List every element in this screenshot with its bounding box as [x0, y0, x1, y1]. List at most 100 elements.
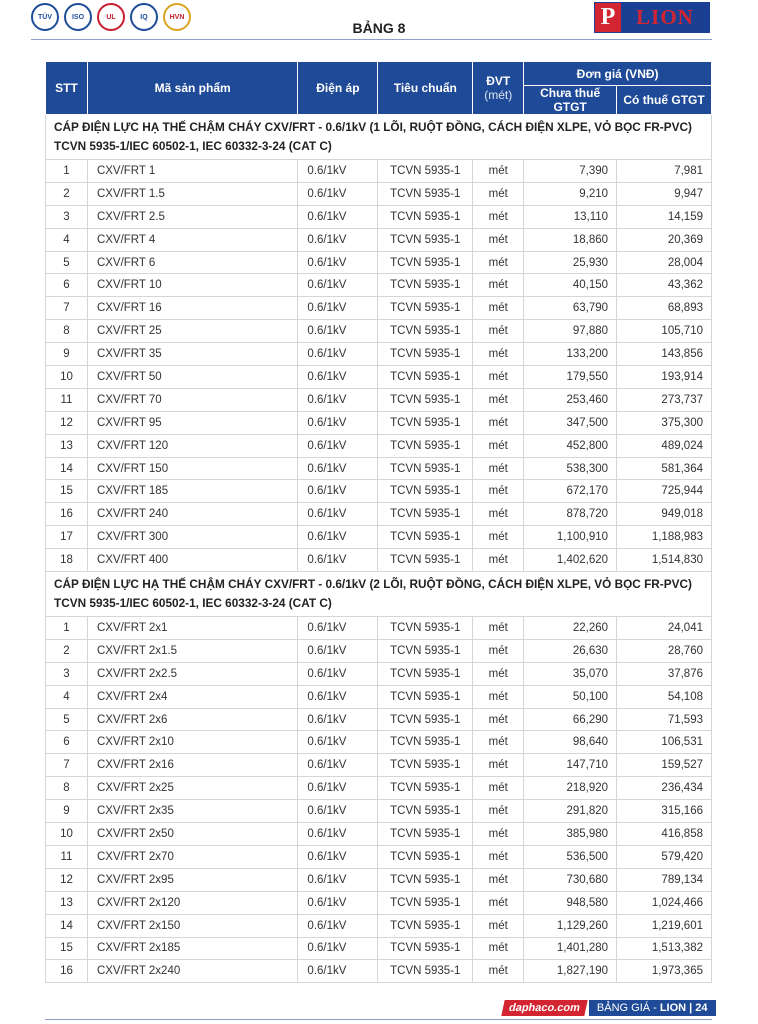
cell-with-tax: 725,944: [616, 479, 712, 504]
cell-voltage: 0.6/1kV: [297, 959, 379, 984]
table-row: 11 CXV/FRT 70 0.6/1kV TCVN 5935-1 mét 253,460…: [45, 387, 712, 412]
cell-voltage: 0.6/1kV: [297, 661, 379, 686]
table-row: 1 CXV/FRT 2x1 0.6/1kV TCVN 5935-1 mét 22,260 2…: [45, 616, 712, 640]
col-price: Đơn giá (VNĐ): [523, 61, 712, 86]
cell-standard: TCVN 5935-1: [377, 959, 474, 984]
table-row: 9 CXV/FRT 35 0.6/1kV TCVN 5935-1 mét 133,200 1…: [45, 342, 712, 367]
cell-product: CXV/FRT 2x2.5: [86, 661, 299, 686]
cell-voltage: 0.6/1kV: [297, 273, 379, 298]
cell-unit: mét: [472, 638, 525, 663]
cell-pre-tax: 948,580: [523, 890, 618, 915]
cell-voltage: 0.6/1kV: [297, 365, 379, 389]
cell-with-tax: 1,024,466: [616, 890, 712, 915]
cell-product: CXV/FRT 2x240: [86, 959, 299, 984]
page-title: BẢNG 8: [352, 20, 406, 36]
cell-stt: 9: [45, 799, 88, 824]
cell-standard: TCVN 5935-1: [377, 319, 474, 344]
cell-stt: 6: [45, 730, 88, 755]
cell-product: CXV/FRT 2x70: [86, 844, 299, 869]
cell-product: CXV/FRT 35: [86, 342, 299, 367]
iso-logo: ISO: [64, 3, 92, 31]
cell-unit: mét: [472, 936, 525, 961]
cell-unit: mét: [472, 456, 525, 481]
cell-stt: 6: [45, 273, 88, 298]
table-row: 14 CXV/FRT 2x150 0.6/1kV TCVN 5935-1 mét 1,12…: [45, 913, 712, 938]
cell-stt: 14: [45, 456, 88, 481]
cell-product: CXV/FRT 240: [86, 502, 299, 527]
cell-stt: 12: [45, 410, 88, 435]
cell-standard: TCVN 5935-1: [377, 638, 474, 663]
cell-stt: 3: [45, 661, 88, 686]
cell-unit: mét: [472, 799, 525, 824]
table-row: 9 CXV/FRT 2x35 0.6/1kV TCVN 5935-1 mét 291,82…: [45, 799, 712, 824]
cell-unit: mét: [472, 273, 525, 298]
cell-standard: TCVN 5935-1: [377, 844, 474, 869]
cell-pre-tax: 18,860: [523, 227, 618, 252]
cell-pre-tax: 730,680: [523, 867, 618, 892]
cell-voltage: 0.6/1kV: [297, 844, 379, 869]
cell-voltage: 0.6/1kV: [297, 548, 379, 573]
cell-voltage: 0.6/1kV: [297, 707, 379, 732]
cell-standard: TCVN 5935-1: [377, 730, 474, 755]
cell-standard: TCVN 5935-1: [377, 707, 474, 732]
cell-standard: TCVN 5935-1: [377, 936, 474, 961]
cell-stt: 14: [45, 913, 88, 938]
cell-with-tax: 949,018: [616, 502, 712, 527]
cell-standard: TCVN 5935-1: [377, 799, 474, 824]
cell-stt: 10: [45, 822, 88, 846]
cell-pre-tax: 98,640: [523, 730, 618, 755]
cell-with-tax: 9,947: [616, 181, 712, 206]
cell-pre-tax: 253,460: [523, 387, 618, 412]
cell-stt: 3: [45, 204, 88, 229]
cell-with-tax: 43,362: [616, 273, 712, 298]
table-row: 11 CXV/FRT 2x70 0.6/1kV TCVN 5935-1 mét 536,5…: [45, 844, 712, 869]
cell-with-tax: 1,219,601: [616, 913, 712, 938]
cell-with-tax: 143,856: [616, 342, 712, 367]
cell-product: CXV/FRT 2x10: [86, 730, 299, 755]
cell-pre-tax: 1,827,190: [523, 959, 618, 984]
cell-with-tax: 236,434: [616, 776, 712, 801]
cell-product: CXV/FRT 2x4: [86, 684, 299, 709]
cell-stt: 16: [45, 502, 88, 527]
cell-voltage: 0.6/1kV: [297, 433, 379, 458]
footer: daphaco.com BẢNG GIÁ - LION | 24: [501, 1000, 716, 1016]
website-link[interactable]: daphaco.com: [501, 1000, 588, 1016]
cell-standard: TCVN 5935-1: [377, 661, 474, 686]
table-row: 10 CXV/FRT 2x50 0.6/1kV TCVN 5935-1 mét 385,9…: [45, 822, 712, 846]
cell-unit: mét: [472, 319, 525, 344]
cell-stt: 16: [45, 959, 88, 984]
cell-unit: mét: [472, 502, 525, 527]
table-row: 5 CXV/FRT 6 0.6/1kV TCVN 5935-1 mét 25,930 28,…: [45, 250, 712, 275]
table-row: 8 CXV/FRT 2x25 0.6/1kV TCVN 5935-1 mét 218,92…: [45, 776, 712, 801]
footer-label: BẢNG GIÁ - LION | 24: [588, 1000, 716, 1016]
section-title: CÁP ĐIỆN LỰC HẠ THẾ CHẬM CHÁY CXV/FRT - …: [45, 114, 712, 160]
cell-standard: TCVN 5935-1: [377, 296, 474, 321]
table-row: 16 CXV/FRT 240 0.6/1kV TCVN 5935-1 mét 878,72…: [45, 502, 712, 527]
cell-product: CXV/FRT 1: [86, 159, 299, 183]
cell-pre-tax: 536,500: [523, 844, 618, 869]
cell-voltage: 0.6/1kV: [297, 867, 379, 892]
cell-voltage: 0.6/1kV: [297, 296, 379, 321]
cell-standard: TCVN 5935-1: [377, 273, 474, 298]
cell-product: CXV/FRT 2x35: [86, 799, 299, 824]
cell-stt: 11: [45, 844, 88, 869]
section-title: CÁP ĐIỆN LỰC HẠ THẾ CHẬM CHÁY CXV/FRT - …: [45, 571, 712, 618]
cell-product: CXV/FRT 120: [86, 433, 299, 458]
cell-unit: mét: [472, 822, 525, 846]
cell-voltage: 0.6/1kV: [297, 410, 379, 435]
cell-product: CXV/FRT 25: [86, 319, 299, 344]
cell-product: CXV/FRT 2x120: [86, 890, 299, 915]
cell-product: CXV/FRT 2x25: [86, 776, 299, 801]
unit-label: ĐVT: [486, 74, 511, 88]
cell-product: CXV/FRT 2x6: [86, 707, 299, 732]
cell-with-tax: 579,420: [616, 844, 712, 869]
cell-voltage: 0.6/1kV: [297, 684, 379, 709]
cell-pre-tax: 218,920: [523, 776, 618, 801]
cell-with-tax: 581,364: [616, 456, 712, 481]
table-row: 13 CXV/FRT 2x120 0.6/1kV TCVN 5935-1 mét 948,…: [45, 890, 712, 915]
col-unit: ĐVT (mét): [472, 61, 525, 115]
cell-product: CXV/FRT 2x150: [86, 913, 299, 938]
table-row: 15 CXV/FRT 2x185 0.6/1kV TCVN 5935-1 mét 1,40…: [45, 936, 712, 961]
cell-with-tax: 789,134: [616, 867, 712, 892]
table-row: 12 CXV/FRT 95 0.6/1kV TCVN 5935-1 mét 347,500…: [45, 410, 712, 435]
